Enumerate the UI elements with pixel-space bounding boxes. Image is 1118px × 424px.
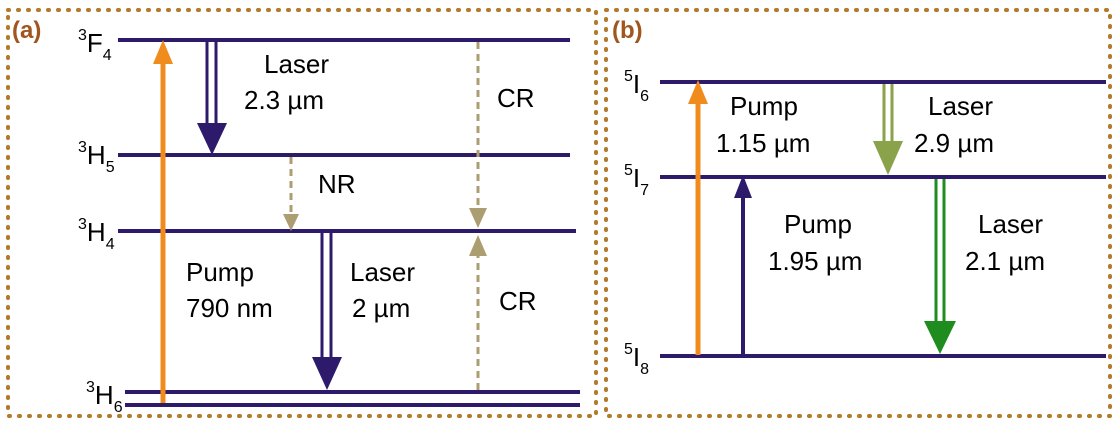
level-label-3H4: 3H4 — [78, 216, 115, 253]
laser-value-b-bottom: 2.1 µm — [965, 246, 1045, 276]
cr-label-bottom: CR — [499, 286, 537, 316]
pump-label-b-top: Pump — [730, 91, 798, 121]
level-label-5I8: 5I8 — [624, 341, 649, 378]
laser-label-b-bottom: Laser — [978, 209, 1043, 239]
panel-b: 5I6 5I7 5I8 Pump 1.15 µm Pump 1.95 µm La… — [624, 68, 1106, 378]
panel-a: 3F4 3H5 3H4 3H6 Pump 790 nm Laser 2.3 µm… — [78, 27, 580, 416]
pump-value-b-top: 1.15 µm — [716, 128, 810, 158]
laser-value-b-top: 2.9 µm — [914, 128, 994, 158]
pump-arrow-1.15um — [688, 80, 708, 355]
pump-label-b-bottom: Pump — [784, 209, 852, 239]
laser-arrow-2.1um — [924, 179, 956, 354]
level-label-5I7: 5I7 — [624, 162, 649, 199]
panel-a-tag: (a) — [12, 17, 41, 44]
pump-value-b-bottom: 1.95 µm — [768, 246, 862, 276]
pump-value-a: 790 nm — [186, 293, 273, 323]
level-label-3H5: 3H5 — [78, 139, 115, 176]
laser-label-a-top: Laser — [264, 49, 329, 79]
laser-arrow-2um — [312, 233, 342, 390]
pump-arrow-1.95um — [734, 175, 752, 355]
level-label-3H6: 3H6 — [86, 379, 123, 416]
cr-label-top: CR — [497, 83, 535, 113]
pump-arrow-790nm — [153, 40, 173, 403]
laser-arrow-2.3um — [197, 42, 227, 155]
pump-label-a: Pump — [186, 257, 254, 287]
nr-label: NR — [318, 169, 356, 199]
level-label-5I6: 5I6 — [624, 68, 649, 105]
level-label-3F4: 3F4 — [78, 27, 112, 64]
laser-value-a-top: 2.3 µm — [244, 85, 324, 115]
laser-value-a-bottom: 2 µm — [352, 293, 410, 323]
laser-arrow-2.9um — [873, 84, 903, 175]
laser-label-b-top: Laser — [928, 91, 993, 121]
panel-b-tag: (b) — [612, 17, 643, 44]
cr-arrow-up — [469, 235, 487, 390]
cr-arrow-down — [469, 42, 487, 228]
nr-arrow — [283, 157, 299, 231]
laser-label-a-bottom: Laser — [350, 257, 415, 287]
